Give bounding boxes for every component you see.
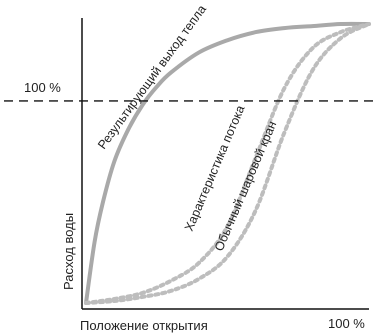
series-flow-characteristic-line: [84, 22, 371, 305]
label-heat-output: Результирующий выход тепла: [95, 2, 209, 151]
y-axis-title: Расход воды: [61, 213, 76, 290]
y-reference-label: 100 %: [24, 80, 61, 95]
x-tick-label-100: 100 %: [328, 316, 365, 331]
series-heat-output-line: [84, 21, 371, 305]
x-axis-title: Положение открытия: [80, 318, 208, 333]
curves-layer: [84, 21, 371, 305]
series-ball-valve-line: [84, 22, 371, 305]
